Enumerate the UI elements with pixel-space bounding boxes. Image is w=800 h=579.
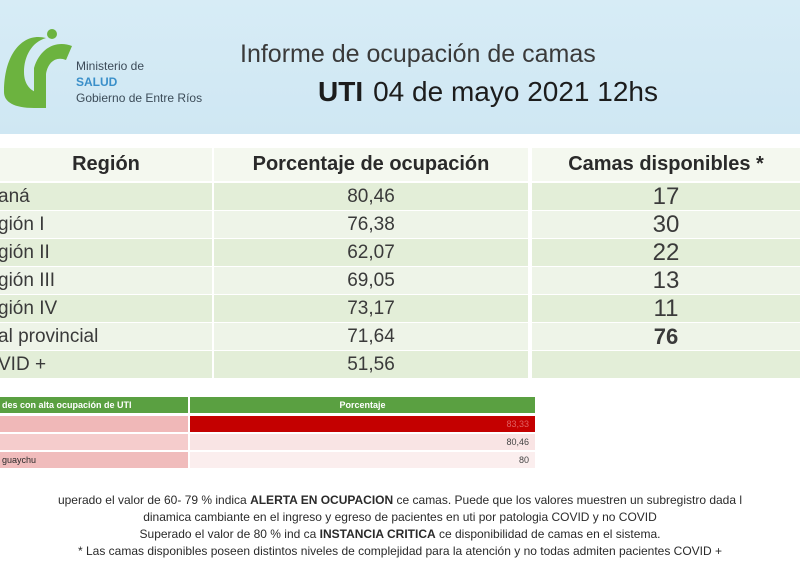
report-subtitle: UTI 04 de mayo 2021 12hs [318, 76, 658, 108]
footnote-critica-label: INSTANCIA CRITICA [319, 527, 436, 541]
header-region: Región [0, 148, 212, 181]
camas-value: 22 [652, 238, 680, 266]
camas-cell: 30 [532, 211, 800, 238]
region-name: VID + [0, 353, 47, 375]
alert-row: guaychu 80 [0, 452, 535, 468]
camas-cell [532, 351, 800, 378]
region-cell: gión III [0, 267, 212, 294]
region-name: aná [0, 185, 30, 207]
logo-line-salud: SALUD [76, 75, 118, 89]
alert-value: 80,46 [190, 434, 535, 450]
table-header-row: Región Porcentaje de ocupación Camas dis… [0, 148, 800, 181]
footnote-text: Superado el valor de 80 % ind ca [139, 527, 320, 541]
table-row: gión II 62,07 22 [0, 239, 800, 266]
alert-row: 83,33 [0, 416, 535, 432]
header-porcentaje: Porcentaje de ocupación [214, 148, 528, 181]
porcentaje-cell: 62,07 [214, 239, 528, 266]
camas-cell: 17 [532, 183, 800, 210]
region-cell: gión IV [0, 295, 212, 322]
camas-value: 17 [652, 182, 680, 210]
alert-header-row: des con alta ocupación de UTI Porcentaje [0, 397, 535, 413]
subtitle-uti: UTI [318, 76, 364, 107]
region-cell: VID + [0, 351, 212, 378]
alert-header-porcentaje: Porcentaje [190, 397, 535, 413]
region-cell: gión II [0, 239, 212, 266]
camas-value: 13 [652, 266, 680, 294]
footnote-critica: Superado el valor de 80 % ind ca INSTANC… [0, 526, 800, 543]
camas-total-value: 76 [653, 323, 679, 349]
footnotes: uperado el valor de 60- 79 % indica ALER… [0, 492, 800, 560]
camas-value: 30 [652, 210, 680, 238]
footnote-dinamica: dinamica cambiante en el ingreso y egres… [143, 510, 657, 524]
porcentaje-cell: 69,05 [214, 267, 528, 294]
region-name: gión II [0, 241, 50, 263]
logo-line-gobierno: Gobierno de Entre Ríos [76, 91, 203, 105]
porcentaje-cell: 71,64 [214, 323, 528, 350]
camas-cell: 22 [532, 239, 800, 266]
region-name: gión III [0, 269, 56, 291]
alert-row: 80,46 [0, 434, 535, 450]
porcentaje-cell: 80,46 [214, 183, 528, 210]
table-row: gión I 76,38 30 [0, 211, 800, 238]
camas-cell: 11 [532, 295, 800, 322]
subtitle-date: 04 de mayo 2021 12hs [373, 76, 658, 107]
alert-name [0, 434, 188, 450]
alert-header-name: des con alta ocupación de UTI [0, 397, 188, 413]
region-name: gión I [0, 213, 45, 235]
table-row-total: al provincial 71,64 76 [0, 323, 800, 350]
camas-cell: 76 [532, 323, 800, 350]
region-cell: aná [0, 183, 212, 210]
camas-value: 11 [653, 294, 679, 322]
report-title: Informe de ocupación de camas [240, 40, 596, 68]
table-row-covid: VID + 51,56 [0, 351, 800, 378]
footnote-alerta: uperado el valor de 60- 79 % indica ALER… [0, 492, 800, 509]
porcentaje-cell: 51,56 [214, 351, 528, 378]
logo-line-ministerio: Ministerio de [76, 59, 145, 73]
table-row: aná 80,46 17 [0, 183, 800, 210]
footnote-camas: * Las camas disponibles poseen distintos… [77, 544, 723, 558]
footnote-text: uperado el valor de 60- 79 % indica [57, 493, 251, 507]
header-camas: Camas disponibles * [532, 148, 800, 181]
alert-name [0, 416, 188, 432]
region-name: al provincial [0, 325, 99, 347]
porcentaje-cell: 73,17 [214, 295, 528, 322]
alert-name: guaychu [0, 452, 188, 468]
footnote-text: ce camas. Puede que los valores muestren… [393, 493, 743, 507]
footnote-alerta-label: ALERTA EN OCUPACION [250, 493, 394, 507]
region-cell: al provincial [0, 323, 212, 350]
alert-value: 80 [190, 452, 535, 468]
alert-value: 83,33 [190, 416, 535, 432]
porcentaje-cell: 76,38 [214, 211, 528, 238]
region-name: gión IV [0, 297, 58, 319]
table-row: gión III 69,05 13 [0, 267, 800, 294]
footnote-text: ce disponibilidad de camas en el sistema… [435, 527, 661, 541]
camas-cell: 13 [532, 267, 800, 294]
region-cell: gión I [0, 211, 212, 238]
entre-rios-logo-icon [4, 29, 72, 108]
logo-text: Ministerio de SALUD Gobierno de Entre Rí… [76, 58, 202, 106]
table-row: gión IV 73,17 11 [0, 295, 800, 322]
report-header: Ministerio de SALUD Gobierno de Entre Rí… [0, 0, 800, 134]
